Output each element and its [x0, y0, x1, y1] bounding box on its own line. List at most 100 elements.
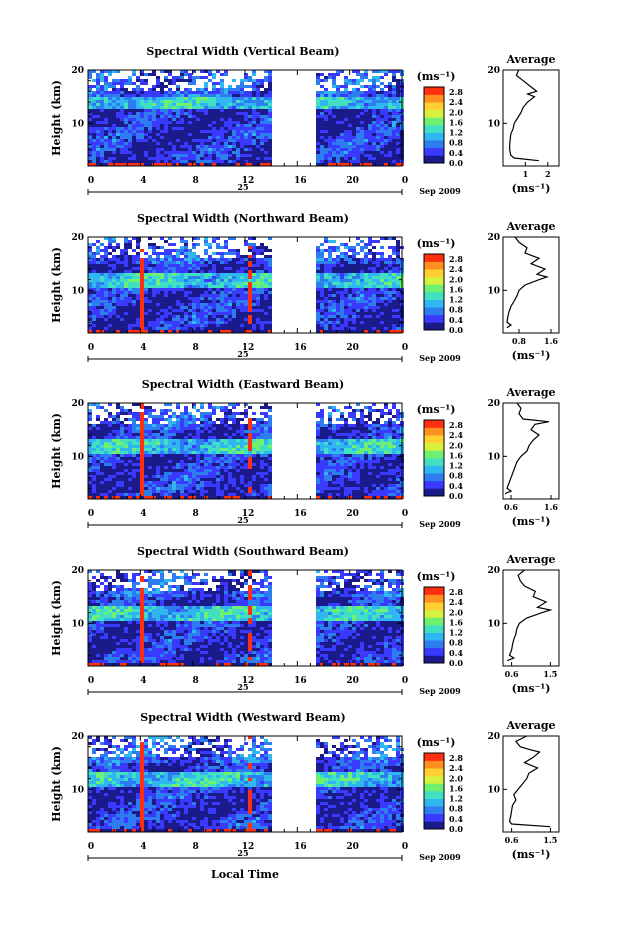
heatmap-cell [112, 315, 116, 318]
heatmap-cell [380, 133, 384, 136]
heatmap-cell [364, 321, 368, 324]
heatmap-cell [208, 430, 212, 433]
heatmap-cell [336, 100, 340, 103]
heatmap-cell [148, 139, 152, 142]
heatmap-cell [236, 133, 240, 136]
heatmap-cell [268, 267, 272, 270]
heatmap-cell [388, 145, 392, 148]
heatmap-cell [128, 418, 132, 421]
heatmap-cell [168, 303, 172, 306]
heatmap-cell [156, 330, 160, 333]
heatmap-cell [320, 127, 324, 130]
heatmap-cell [168, 282, 172, 285]
colorbar-swatch [424, 284, 444, 293]
heatmap-cell [152, 327, 156, 330]
heatmap-cell [268, 91, 272, 94]
heatmap-cell [348, 106, 352, 109]
heatmap-cell [164, 148, 168, 151]
heatmap-cell [176, 249, 180, 252]
heatmap-cell [184, 79, 188, 82]
heatmap-cell [168, 142, 172, 145]
heatmap-cell [88, 94, 92, 97]
heatmap-cell [140, 406, 144, 409]
heatmap-cell [380, 442, 384, 445]
heatmap-cell [120, 318, 124, 321]
heatmap-cell [380, 267, 384, 270]
heatmap-cell [320, 300, 324, 303]
heatmap-cell [236, 303, 240, 306]
heatmap-cell [208, 291, 212, 294]
heatmap-cell [188, 148, 192, 151]
heatmap-cell [212, 88, 216, 91]
avg-x-tick-label: 2 [545, 169, 551, 179]
y-tick-label: 10 [71, 286, 84, 296]
heatmap-cell [176, 300, 180, 303]
heatmap-cell [88, 282, 92, 285]
heatmap-cell [220, 306, 224, 309]
heatmap-cell [368, 142, 372, 145]
heatmap-cell [220, 142, 224, 145]
heatmap-cell [336, 445, 340, 448]
heatmap-cell [344, 297, 348, 300]
heatmap-cell [392, 442, 396, 445]
heatmap-cell [212, 85, 216, 88]
heatmap-cell [200, 433, 204, 436]
heatmap-cell [180, 427, 184, 430]
heatmap-cell [376, 112, 380, 115]
heatmap-cell [336, 288, 340, 291]
heatmap-cell [232, 327, 236, 330]
heatmap-cell [352, 297, 356, 300]
heatmap-cell [228, 424, 232, 427]
heatmap-cell [368, 163, 372, 166]
heatmap-cell [228, 91, 232, 94]
heatmap-cell [152, 321, 156, 324]
heatmap-cell [360, 297, 364, 300]
heatmap-cell [248, 427, 252, 430]
heatmap-cell [192, 448, 196, 451]
heatmap-cell [232, 418, 236, 421]
heatmap-cell [232, 249, 236, 252]
heatmap-cell [264, 127, 268, 130]
heatmap-cell [120, 109, 124, 112]
heatmap-cell [240, 288, 244, 291]
heatmap-cell [100, 142, 104, 145]
heatmap-cell [144, 315, 148, 318]
heatmap-cell [396, 282, 400, 285]
heatmap-cell [244, 154, 248, 157]
heatmap-cell [160, 85, 164, 88]
heatmap-cell [112, 255, 116, 258]
data-gap [275, 237, 315, 333]
heatmap-cell [156, 97, 160, 100]
heatmap-cell [108, 279, 112, 282]
heatmap-cell [320, 433, 324, 436]
heatmap-cell [120, 303, 124, 306]
heatmap-cell [268, 288, 272, 291]
heatmap-cell [260, 282, 264, 285]
heatmap-cell [364, 297, 368, 300]
heatmap-cell [256, 315, 260, 318]
heatmap-cell [372, 430, 376, 433]
heatmap-cell [368, 439, 372, 442]
heatmap-cell [188, 418, 192, 421]
heatmap-cell [324, 279, 328, 282]
heatmap-cell [124, 433, 128, 436]
heatmap-cell [348, 303, 352, 306]
heatmap-cell [164, 318, 168, 321]
heatmap-cell [180, 276, 184, 279]
y-tick-label: 10 [71, 119, 84, 129]
heatmap-cell [396, 109, 400, 112]
heatmap-cell [244, 121, 248, 124]
heatmap-cell [156, 112, 160, 115]
heatmap-cell [384, 270, 388, 273]
heatmap-cell [388, 424, 392, 427]
heatmap-cell [180, 106, 184, 109]
heatmap-cell [212, 106, 216, 109]
heatmap-cell [184, 103, 188, 106]
heatmap-cell [376, 288, 380, 291]
heatmap-cell [340, 109, 344, 112]
heatmap-cell [352, 130, 356, 133]
heatmap-cell [132, 279, 136, 282]
heatmap-cell [232, 127, 236, 130]
heatmap-cell [200, 430, 204, 433]
heatmap-cell [152, 442, 156, 445]
